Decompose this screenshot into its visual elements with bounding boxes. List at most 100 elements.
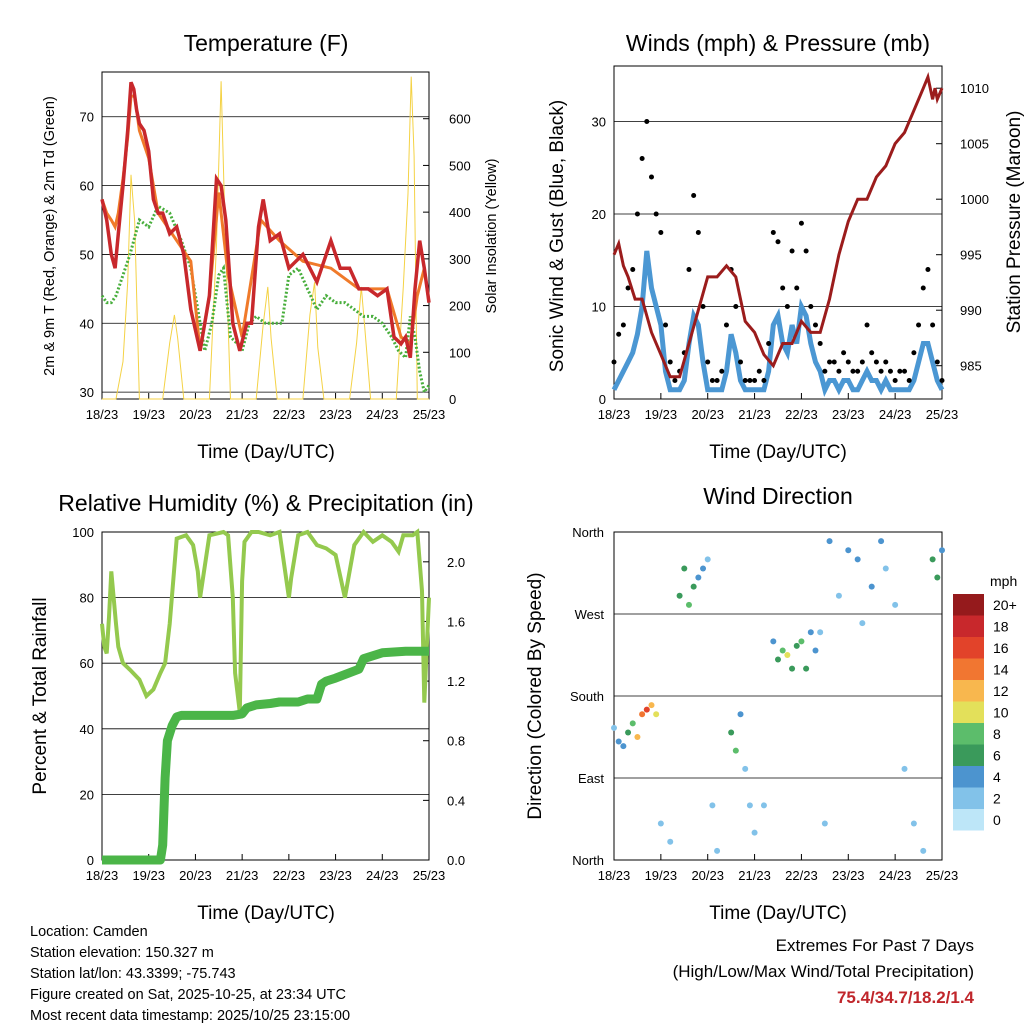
direction-point <box>934 574 941 581</box>
gust-point <box>653 211 659 217</box>
x-tick-label: 21/23 <box>738 868 771 883</box>
speed-legend-swatch <box>953 787 984 809</box>
gust-point <box>934 359 940 365</box>
x-tick-label: 22/23 <box>785 868 818 883</box>
x-tick-label: 21/23 <box>226 868 259 883</box>
relative-humidity-line <box>100 528 431 713</box>
winds-y2-tick-label: 985 <box>960 359 982 374</box>
rh-y2-tick-label: 0.8 <box>447 734 465 749</box>
direction-point <box>657 820 664 827</box>
speed-legend-label: 10 <box>993 704 1009 720</box>
x-tick-label: 22/23 <box>785 407 818 422</box>
direction-point <box>653 711 660 718</box>
gust-point <box>634 211 640 217</box>
gust-point <box>859 359 865 365</box>
x-tick-label: 19/23 <box>132 407 165 422</box>
rh-y-label: Percent & Total Rainfall <box>30 597 51 794</box>
gust-point <box>742 378 748 383</box>
x-tick-label: 25/23 <box>926 407 959 422</box>
direction-point <box>634 734 641 740</box>
direction-point <box>681 565 688 572</box>
x-tick-label: 25/23 <box>413 407 446 422</box>
gust-point <box>794 285 800 291</box>
gust-point <box>611 359 617 365</box>
speed-legend-swatch <box>953 658 984 680</box>
speed-legend-label: 12 <box>993 683 1009 699</box>
direction-x-label: Time (Day/UTC) <box>709 903 847 924</box>
extremes-subtitle: (High/Low/Max Wind/Total Precipitation) <box>672 962 974 981</box>
sonic-wind-line <box>611 250 945 397</box>
rh-y2-tick-label: 1.2 <box>447 674 465 689</box>
speed-legend-swatch <box>953 680 984 702</box>
direction-point <box>826 538 833 545</box>
winds-y2-tick-label: 1005 <box>960 137 989 152</box>
x-tick-label: 19/23 <box>645 407 678 422</box>
speed-legend-label: 6 <box>993 747 1001 763</box>
direction-point <box>901 765 908 772</box>
winds-y-tick-label: 0 <box>599 392 606 407</box>
winds-y-tick-label: 10 <box>592 300 606 315</box>
direction-point <box>817 629 824 636</box>
extremes-values: 75.4/34.7/18.2/1.4 <box>836 988 974 1007</box>
x-tick-label: 19/23 <box>132 868 165 883</box>
direction-y-tick-label: North <box>572 525 604 540</box>
gust-point <box>930 322 936 328</box>
direction-point <box>732 747 739 754</box>
direction-point <box>845 547 852 554</box>
gust-point <box>780 285 786 291</box>
gust-point <box>883 359 889 365</box>
direction-title: Wind Direction <box>703 483 853 509</box>
gust-point <box>616 331 622 337</box>
direction-point <box>920 847 927 854</box>
direction-point <box>868 583 875 590</box>
direction-point <box>760 802 767 809</box>
solar-insolation-line <box>102 76 429 400</box>
winds-y2-tick-label: 1000 <box>960 192 989 207</box>
x-tick-label: 20/23 <box>691 407 724 422</box>
chart-marks: 18/23 19/23 20/23 21/23 22/23 23/23 24/23 25/23… <box>72 72 1017 883</box>
direction-point <box>615 738 622 745</box>
gust-point <box>672 378 678 383</box>
direction-point <box>784 652 791 658</box>
direction-point <box>704 556 711 563</box>
gust-point <box>658 230 664 235</box>
direction-point <box>611 724 617 731</box>
direction-point <box>643 706 650 713</box>
gust-point <box>939 378 945 383</box>
speed-legend-swatch <box>953 723 984 745</box>
gust-point <box>897 368 903 374</box>
rh-plot-frame <box>101 531 430 861</box>
gust-point <box>789 248 795 254</box>
direction-point <box>910 820 917 827</box>
rh-y-tick-label: 60 <box>80 656 94 671</box>
temp-y2-tick-label: 600 <box>449 112 471 127</box>
gust-point <box>705 359 711 365</box>
speed-legend-swatch <box>953 637 984 659</box>
gust-point <box>916 322 922 328</box>
direction-point <box>667 838 674 845</box>
x-tick-label: 24/23 <box>366 868 399 883</box>
rh-y-tick-label: 20 <box>80 787 94 802</box>
gust-point <box>812 322 818 328</box>
gust-point <box>869 350 875 356</box>
direction-point <box>789 665 796 672</box>
speed-legend-label: 18 <box>993 618 1009 634</box>
gust-point <box>803 248 809 254</box>
rh-y-tick-label: 80 <box>80 591 94 606</box>
direction-point <box>854 556 861 563</box>
direction-point <box>742 765 749 772</box>
gust-point <box>775 239 781 245</box>
gust-point <box>864 322 870 328</box>
direction-point <box>798 638 805 645</box>
speed-legend-swatch <box>953 615 984 637</box>
x-tick-label: 21/23 <box>226 407 259 422</box>
direction-y-tick-label: West <box>575 607 605 622</box>
direction-point <box>878 538 885 545</box>
x-tick-label: 19/23 <box>645 868 678 883</box>
speed-legend-label: 0 <box>993 812 1001 828</box>
gust-point <box>873 359 879 365</box>
temp-y-tick-label: 40 <box>80 316 94 331</box>
speed-legend-swatch <box>953 701 984 723</box>
direction-point <box>775 656 781 663</box>
temp-y-tick-label: 30 <box>80 385 94 400</box>
